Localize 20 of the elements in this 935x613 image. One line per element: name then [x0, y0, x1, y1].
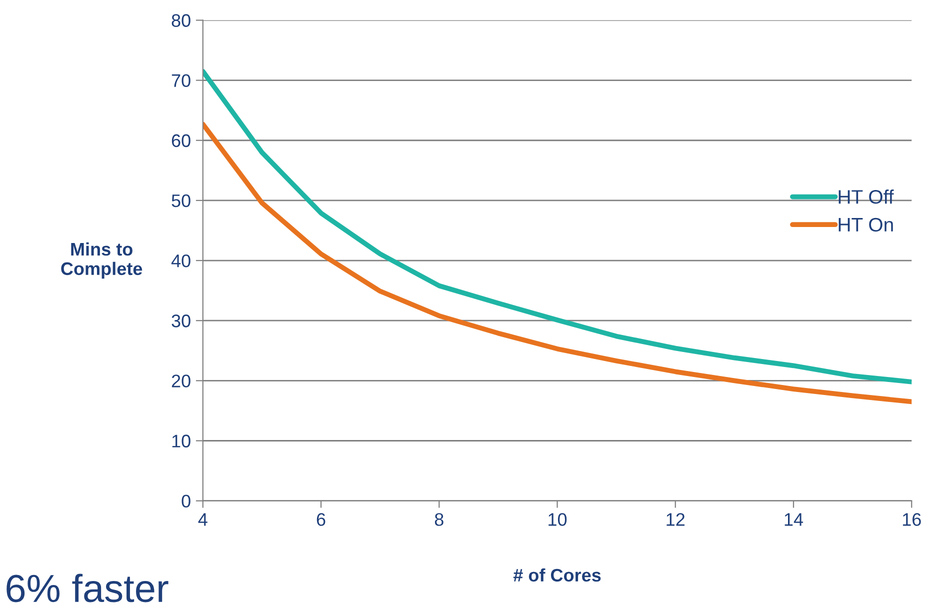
y-axis-title: Mins to Complete — [61, 242, 142, 279]
y-tick-label: 40 — [171, 254, 190, 268]
y-tick-label: 20 — [172, 374, 190, 388]
y-tick-label: 50 — [172, 194, 190, 208]
text: 6% faster — [6, 574, 168, 602]
y-tick-label: 60 — [172, 134, 190, 148]
x-axis-title: # of Cores — [513, 568, 601, 582]
y-tick-label: 70 — [172, 74, 190, 88]
y-tick-label: 10 — [172, 434, 190, 448]
x-tick-label: 12 — [666, 513, 685, 526]
y-tick-label: 30 — [172, 314, 190, 328]
x-tick-label: 8 — [434, 513, 444, 526]
x-tick-label: 4 — [198, 513, 208, 526]
x-tick-label: 16 — [902, 513, 921, 526]
y-tick-label: 0 — [182, 494, 190, 508]
x-tick-label: 6 — [316, 513, 326, 526]
x-tick-label: 14 — [784, 513, 804, 526]
legend-label: HT On — [838, 218, 893, 232]
y-tick-label: 80 — [172, 14, 190, 27]
x-tick-label: 10 — [548, 513, 567, 526]
